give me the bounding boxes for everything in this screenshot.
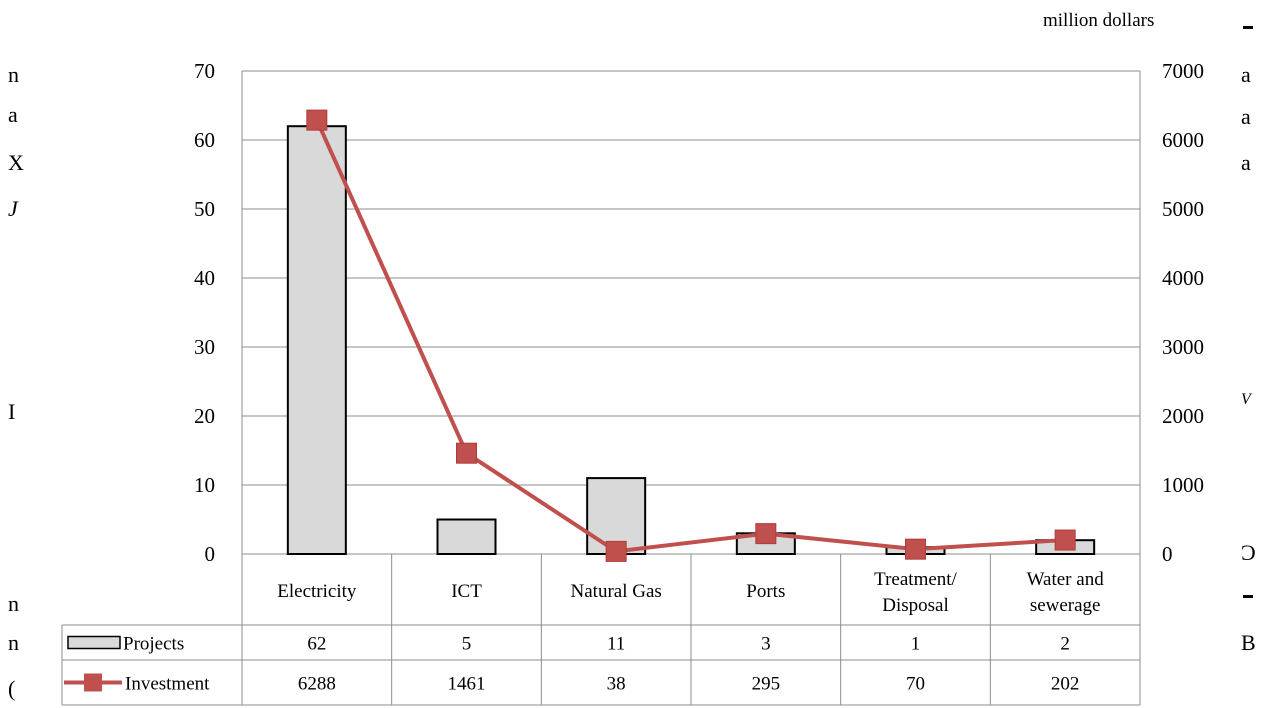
background-text-fragment: Ɔ [1241,540,1256,565]
right-axis-tick-label: 6000 [1162,128,1204,152]
background-text-fragment: J [8,196,18,221]
legend-label-projects: Projects [123,634,184,655]
background-text-fragment: I [8,399,16,424]
background-dash [1243,26,1253,29]
right-axis-tick-label: 2000 [1162,404,1204,428]
right-axis-tick-label: 5000 [1162,197,1204,221]
legend-key-investment-marker [84,673,102,692]
legend-key-projects [67,635,121,650]
table-value-investment: 295 [752,674,781,695]
category-label: Ports [746,581,785,602]
right-axis-tick-label: 7000 [1162,59,1204,83]
investment-point [755,523,777,545]
right-axis-tick-label: 0 [1162,542,1173,566]
background-text-fragment: n [8,591,19,616]
table-value-projects: 1 [911,634,921,655]
left-axis-tick-label: 20 [194,404,215,428]
line-series-investment [306,109,1076,562]
investment-point [605,540,627,562]
left-axis-tick-label: 40 [194,266,215,290]
background-text-fragment: B [1241,630,1256,655]
investment-line [315,119,1066,554]
left-axis-tick-label: 70 [194,59,215,83]
table-value-investment: 38 [607,674,626,695]
left-axis-tick-label: 0 [205,542,216,566]
investment-point [456,442,477,464]
legend-label-investment: Investment [125,674,210,695]
left-axis-tick-label: 60 [194,128,215,152]
background-text-fragment: n [8,630,19,655]
background-text-fragment: n [8,62,19,87]
right-axis-tick-label: 1000 [1162,473,1204,497]
left-axis-tick-label: 30 [194,335,215,359]
right-axis-tick-label: 4000 [1162,266,1204,290]
background-text-fragment: a [1241,62,1251,87]
table-value-investment: 202 [1051,674,1080,695]
left-axis-tick-label: 10 [194,473,215,497]
table-value-projects: 11 [607,634,625,655]
background-text-fragment: a [8,102,18,127]
table-value-projects: 3 [761,634,771,655]
bar-projects [436,518,497,555]
unit-label: million dollars [1043,10,1155,31]
table-value-projects: 2 [1060,634,1070,655]
bar-projects [286,125,347,555]
background-text-fragment: ( [8,676,16,701]
investment-point [1054,529,1076,551]
table-value-projects: 5 [462,634,472,655]
data-table: Electricity ICT Natural Gas Ports Treatment/… [61,554,1141,706]
background-text-fragment: X [8,150,24,175]
investment-point [306,109,328,131]
left-axis-tick-label: 50 [194,197,215,221]
background-text-fragment: V [1241,391,1251,408]
investment-point [905,538,926,560]
category-label: Treatment/Disposal [874,569,957,616]
category-label: Water and sewerage [1027,569,1105,616]
gridlines [242,70,1140,555]
table-value-projects: 62 [307,634,326,655]
axes: 0 10 20 30 40 50 60 70 0 1000 2000 3000 4000 5000 6000… [194,59,1204,566]
table-value-investment: 70 [906,674,925,695]
right-axis-tick-label: 3000 [1162,335,1204,359]
bar-series-projects [286,125,1096,556]
category-label: Electricity [277,581,357,602]
background-text-fragment: a [1241,104,1251,129]
category-label: Natural Gas [571,581,662,602]
background-text-fragment: a [1241,150,1251,175]
background-dash [1243,595,1253,598]
category-label: ICT [451,581,482,602]
table-value-investment: 1461 [448,674,486,695]
table-value-investment: 6288 [298,674,336,695]
